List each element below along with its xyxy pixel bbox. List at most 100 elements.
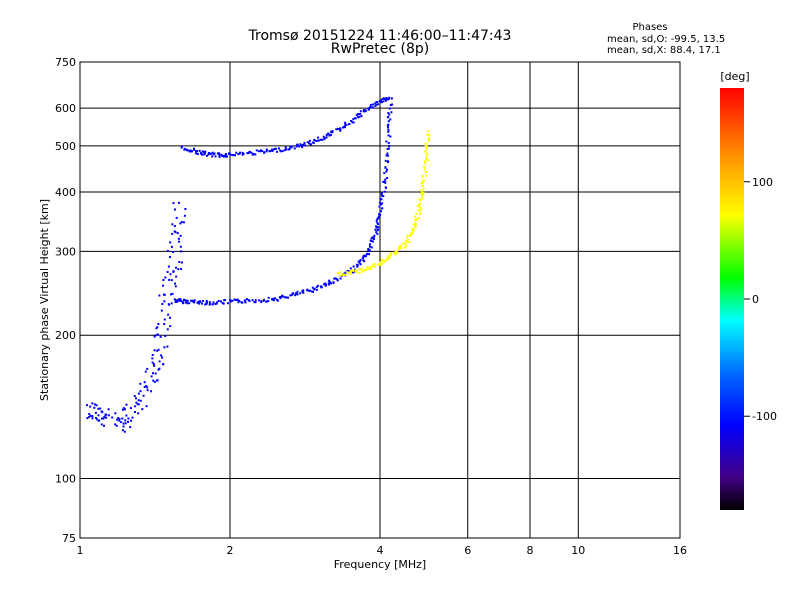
echo-point <box>137 412 140 415</box>
echo-point <box>352 271 354 274</box>
echo-point <box>301 290 304 293</box>
echo-point <box>217 299 220 302</box>
echo-point <box>97 407 100 410</box>
echo-point <box>284 296 287 299</box>
echo-point <box>339 128 342 131</box>
echo-point <box>285 296 288 299</box>
echo-point <box>425 171 428 174</box>
echo-point <box>406 234 409 237</box>
echo-point <box>380 263 383 266</box>
echo-point <box>218 154 221 157</box>
echo-point <box>308 142 311 145</box>
echo-point <box>328 134 331 137</box>
echo-point <box>158 294 161 297</box>
echo-point <box>258 299 261 302</box>
echo-point <box>357 116 359 119</box>
echo-point <box>201 153 204 156</box>
echo-point <box>394 252 397 255</box>
echo-point <box>369 268 372 271</box>
echo-point <box>180 146 183 149</box>
echo-point <box>179 299 182 302</box>
echo-point <box>218 152 221 155</box>
echo-point <box>330 130 332 133</box>
echo-point <box>173 298 176 301</box>
echo-point <box>385 154 388 157</box>
echo-point <box>177 237 180 240</box>
echo-point <box>207 153 210 156</box>
echo-point <box>375 103 378 106</box>
echo-point <box>276 150 278 153</box>
echo-point <box>178 298 181 301</box>
echo-point <box>371 236 374 239</box>
echo-point <box>157 323 160 325</box>
echo-point <box>248 300 251 303</box>
echo-point <box>388 96 391 99</box>
echo-point <box>390 254 393 257</box>
echo-point <box>388 145 391 148</box>
echo-point <box>415 212 418 215</box>
echo-point <box>178 240 181 243</box>
echo-point <box>173 225 176 227</box>
echo-point <box>349 270 352 273</box>
echo-point <box>385 97 388 100</box>
echo-point <box>331 131 334 134</box>
echo-point <box>387 134 390 137</box>
echo-point <box>386 152 389 155</box>
echo-point <box>124 422 127 425</box>
echo-point <box>425 158 427 161</box>
stats-o-line: mean, sd,O: -99.5, 13.5 <box>607 34 725 45</box>
echo-point <box>367 248 370 250</box>
y-axis-ticks: 75 100 200 300 400 500 600 750 <box>55 56 76 545</box>
echo-point <box>419 212 422 215</box>
echo-point <box>387 116 390 118</box>
echo-point <box>238 299 241 302</box>
echo-point <box>283 149 286 152</box>
echo-point <box>389 118 392 121</box>
echo-point <box>382 97 385 100</box>
echo-point <box>122 422 125 425</box>
echo-point <box>204 150 207 153</box>
echo-point <box>139 390 142 393</box>
echo-point <box>107 414 110 417</box>
echo-point <box>380 100 383 103</box>
echo-point <box>373 238 375 240</box>
echo-point <box>151 361 154 364</box>
echo-point <box>166 345 169 348</box>
echo-point <box>381 98 384 100</box>
colorbar-ticks: 100 0 -100 <box>744 176 777 423</box>
echo-point <box>415 218 418 221</box>
echo-point <box>378 201 381 204</box>
y-tick-label: 75 <box>62 532 76 545</box>
echo-point <box>387 255 390 257</box>
echo-point <box>183 214 186 217</box>
echo-point <box>390 111 393 114</box>
echo-point <box>358 113 360 116</box>
echo-point <box>380 192 383 195</box>
echo-point <box>425 174 427 177</box>
echo-point <box>282 295 285 298</box>
echo-point <box>396 250 398 253</box>
echo-point <box>366 252 369 255</box>
echo-point <box>268 150 271 153</box>
echo-point <box>152 379 155 382</box>
echo-point <box>352 118 355 121</box>
echo-point <box>370 237 373 240</box>
echo-point <box>383 172 386 175</box>
echo-point <box>394 250 397 253</box>
echo-point <box>182 302 185 305</box>
echo-point <box>364 110 367 113</box>
echo-point <box>418 217 420 220</box>
echo-point <box>136 403 139 406</box>
echo-point <box>387 147 390 150</box>
echo-point <box>419 207 422 210</box>
echo-point <box>122 425 125 428</box>
echo-point <box>381 207 384 210</box>
echo-point <box>291 145 294 148</box>
echo-point <box>224 153 227 155</box>
x-tick-label: 6 <box>464 544 471 557</box>
echo-point <box>412 227 415 230</box>
echo-point <box>315 286 318 289</box>
echo-point <box>241 153 244 156</box>
echo-point <box>386 177 389 179</box>
echo-point <box>248 150 251 153</box>
